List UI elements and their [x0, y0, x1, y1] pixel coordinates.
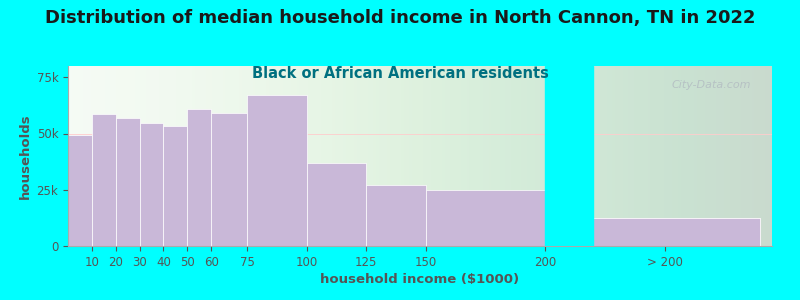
- Bar: [426, 190, 546, 246]
- Bar: [306, 163, 366, 246]
- Bar: [593, 218, 760, 246]
- Bar: [92, 114, 116, 246]
- Bar: [247, 95, 306, 246]
- Bar: [211, 113, 247, 246]
- Bar: [163, 126, 187, 246]
- Bar: [139, 123, 163, 246]
- X-axis label: household income ($1000): household income ($1000): [321, 273, 519, 286]
- Bar: [68, 135, 92, 246]
- Text: Distribution of median household income in North Cannon, TN in 2022: Distribution of median household income …: [45, 9, 755, 27]
- Bar: [546, 218, 760, 246]
- Bar: [366, 185, 426, 246]
- Y-axis label: households: households: [19, 113, 32, 199]
- Bar: [546, 66, 593, 246]
- Bar: [116, 118, 139, 246]
- Text: City-Data.com: City-Data.com: [671, 80, 751, 90]
- Bar: [187, 109, 211, 246]
- Text: Black or African American residents: Black or African American residents: [251, 66, 549, 81]
